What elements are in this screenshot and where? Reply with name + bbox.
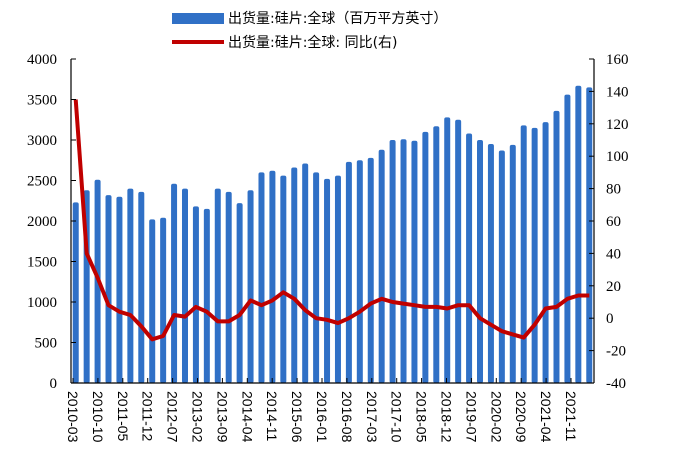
chart-legend: 出货量:硅片:全球（百万平方英寸） 出货量:硅片:全球: 同比(右) — [172, 6, 447, 54]
x-tick-label: 2014-04 — [239, 391, 255, 443]
data-bar — [72, 202, 79, 383]
right-tick-label: 40 — [606, 246, 621, 262]
x-tick-label: 2010-03 — [65, 391, 81, 443]
data-bar — [542, 122, 549, 384]
data-bar — [520, 125, 527, 384]
data-bar — [367, 157, 374, 383]
data-bar — [553, 110, 560, 383]
data-bar — [291, 167, 298, 383]
right-tick-label: 20 — [606, 279, 621, 295]
data-bar — [334, 175, 341, 383]
x-tick-label: 2018-05 — [414, 391, 430, 443]
x-tick-label: 2010-10 — [90, 391, 106, 443]
x-tick-label: 2017-03 — [364, 391, 380, 443]
data-bar — [138, 191, 145, 383]
data-bar — [444, 117, 451, 383]
x-tick-label: 2011-05 — [115, 391, 131, 442]
right-tick-label: 80 — [606, 182, 621, 198]
legend-item-line: 出货量:硅片:全球: 同比(右) — [172, 30, 447, 54]
right-tick-label: -40 — [606, 376, 626, 392]
data-bar — [389, 140, 396, 383]
data-bar — [171, 183, 178, 383]
left-tick-label: 2500 — [27, 174, 57, 190]
x-tick-label: 2020-09 — [513, 391, 529, 443]
x-tick-label: 2011-12 — [140, 391, 156, 442]
x-tick-label: 2019-07 — [463, 391, 479, 443]
right-tick-label: 160 — [606, 52, 629, 68]
data-bar — [586, 87, 593, 383]
left-tick-label: 3500 — [27, 93, 57, 109]
x-tick-label: 2021-11 — [563, 391, 579, 442]
data-bar — [247, 190, 254, 383]
data-bar — [324, 178, 331, 383]
line-swatch-icon — [172, 40, 224, 44]
x-tick-label: 2016-01 — [314, 391, 330, 443]
right-tick-label: 60 — [606, 214, 621, 230]
left-tick-label: 1500 — [27, 255, 57, 271]
data-bar — [160, 217, 167, 383]
left-tick-label: 2000 — [27, 214, 57, 230]
data-bar — [345, 161, 352, 383]
left-tick-label: 500 — [35, 336, 58, 352]
legend-item-bar: 出货量:硅片:全球（百万平方英寸） — [172, 6, 447, 30]
x-tick-label: 2015-06 — [289, 391, 305, 443]
data-bar — [127, 188, 134, 383]
right-tick-label: -20 — [606, 344, 626, 360]
data-bar — [378, 149, 385, 383]
data-bar — [477, 140, 484, 383]
data-bar — [466, 133, 473, 383]
data-bar — [181, 188, 188, 383]
data-bar — [192, 206, 199, 383]
x-tick-label: 2013-02 — [190, 391, 206, 443]
data-bar — [269, 170, 276, 383]
data-bar — [356, 160, 363, 383]
left-tick-label: 0 — [50, 376, 58, 392]
data-bar — [313, 172, 320, 383]
data-bar — [422, 131, 429, 383]
data-bar — [116, 196, 123, 383]
right-tick-label: 140 — [606, 84, 629, 100]
data-bar — [487, 144, 494, 383]
data-bar — [531, 127, 538, 383]
data-bar — [236, 203, 243, 383]
x-tick-label: 2018-12 — [439, 391, 455, 443]
left-tick-label: 1000 — [27, 295, 57, 311]
bar-swatch-icon — [172, 12, 224, 24]
data-bar — [149, 219, 156, 383]
x-tick-label: 2021-04 — [538, 391, 554, 443]
data-bar — [203, 208, 210, 383]
left-tick-label: 3000 — [27, 133, 57, 149]
data-bar — [455, 119, 462, 383]
data-bar — [411, 140, 418, 383]
legend-line-label: 出货量:硅片:全球: 同比(右) — [228, 35, 398, 51]
data-bar — [575, 85, 582, 383]
x-tick-label: 2016-08 — [339, 391, 355, 443]
right-tick-label: 100 — [606, 149, 629, 165]
data-bar — [509, 144, 516, 383]
data-bar — [214, 188, 221, 383]
left-tick-label: 4000 — [27, 52, 57, 68]
data-bar — [498, 150, 505, 383]
right-tick-label: 120 — [606, 117, 629, 133]
data-bar — [433, 126, 440, 383]
x-tick-label: 2014-11 — [264, 391, 280, 442]
data-bar — [105, 195, 112, 383]
x-tick-label: 2020-02 — [488, 391, 504, 443]
data-bar — [400, 139, 407, 383]
data-bar — [280, 175, 287, 383]
x-tick-label: 2013-09 — [214, 391, 230, 443]
yoy-line — [73, 99, 590, 342]
x-tick-label: 2012-07 — [165, 391, 181, 443]
data-bar — [564, 94, 571, 383]
data-bar — [258, 172, 265, 383]
data-bar — [302, 163, 309, 383]
right-tick-label: 0 — [606, 311, 614, 327]
data-bar — [225, 191, 232, 383]
x-tick-label: 2017-10 — [389, 391, 405, 443]
legend-bar-label: 出货量:硅片:全球（百万平方英寸） — [228, 11, 448, 27]
